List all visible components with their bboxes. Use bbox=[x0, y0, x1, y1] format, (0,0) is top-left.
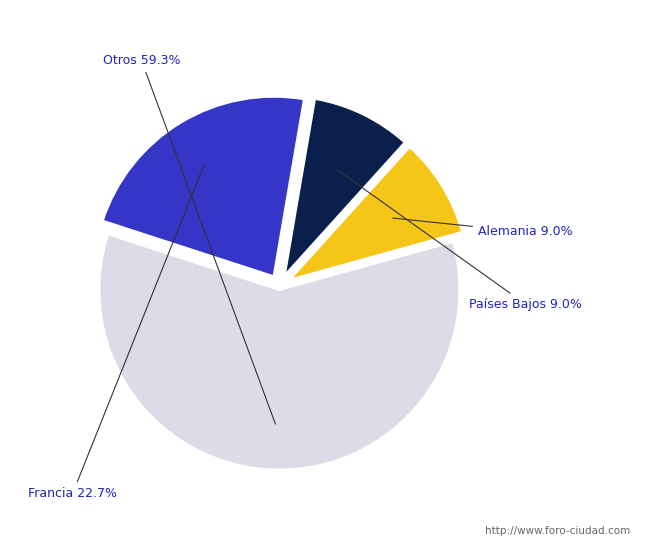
Wedge shape bbox=[289, 146, 463, 280]
Text: http://www.foro-ciudad.com: http://www.foro-ciudad.com bbox=[486, 526, 630, 536]
Text: Otros 59.3%: Otros 59.3% bbox=[103, 54, 276, 424]
Wedge shape bbox=[284, 98, 405, 276]
Text: Francia 22.7%: Francia 22.7% bbox=[28, 165, 204, 500]
Text: Abanto y Ciérvana-Abanto Zierbena - Turistas extranjeros según país - Abril de 2: Abanto y Ciérvana-Abanto Zierbena - Turi… bbox=[44, 23, 606, 35]
Text: Países Bajos 9.0%: Países Bajos 9.0% bbox=[339, 171, 582, 311]
Wedge shape bbox=[102, 96, 304, 277]
Wedge shape bbox=[99, 234, 460, 470]
Text: Alemania 9.0%: Alemania 9.0% bbox=[393, 218, 573, 238]
